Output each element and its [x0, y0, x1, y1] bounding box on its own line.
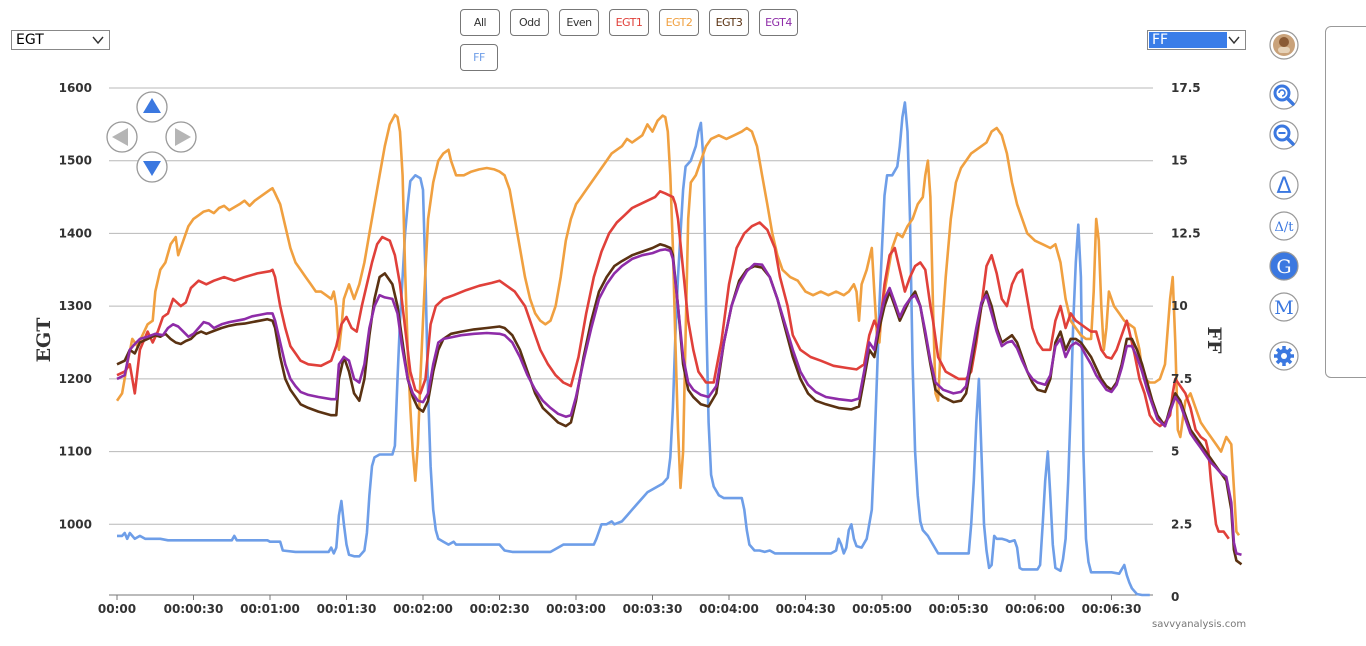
x-tick-label: 00:01:30 [317, 602, 377, 616]
y-tick-label: 1200 [59, 372, 92, 386]
x-tick-label: 00:03:30 [623, 602, 683, 616]
arrow-down-icon [143, 161, 161, 176]
y2-tick-label: 2.5 [1171, 517, 1192, 531]
y2-tick-label: 17.5 [1171, 81, 1201, 95]
y2-tick-label: 7.5 [1171, 372, 1192, 386]
y-tick-label: 1500 [59, 154, 92, 168]
watermark: savvyanalysis.com [1152, 619, 1247, 630]
zoom-fit-button[interactable] [1269, 80, 1299, 110]
x-tick-label: 00:04:00 [699, 602, 759, 616]
y2-tick-label: 5 [1171, 445, 1179, 459]
filter-button-egt1[interactable]: EGT1 [609, 9, 649, 36]
settings-icon [1274, 346, 1294, 366]
y-tick-label: 1600 [59, 81, 92, 95]
y-tick-label: 1000 [59, 517, 92, 531]
parameter-select-right[interactable]: FF [1147, 30, 1246, 50]
zoom-out-button[interactable] [1269, 120, 1299, 150]
select-highlight [1149, 32, 1227, 48]
parameter-select-left[interactable]: EGT [11, 30, 110, 50]
y2-axis-label: FF [1203, 327, 1225, 354]
x-tick-label: 00:00:30 [164, 602, 224, 616]
y-axis-left-ticks: 1000 1100 1200 1300 1400 1500 1600 [59, 81, 92, 531]
filter-button-all[interactable]: All [460, 9, 500, 36]
y-axis-right-ticks: 0 2.5 5 7.5 10 12.5 15 17.5 [1171, 81, 1201, 604]
x-tick-label: 00:02:30 [470, 602, 530, 616]
side-panel [1325, 26, 1366, 378]
series-line-egt4 [116, 248, 1242, 557]
x-tick-label: 00:03:00 [546, 602, 606, 616]
y-tick-label: 1300 [59, 299, 92, 313]
filter-button-egt2[interactable]: EGT2 [659, 9, 699, 36]
chevron-down-icon [1228, 36, 1240, 45]
y2-tick-label: 10 [1171, 299, 1188, 313]
y2-tick-label: 12.5 [1171, 226, 1201, 240]
delta-per-time-button[interactable]: Δ/t [1269, 211, 1299, 241]
g-icon: G [1276, 256, 1291, 278]
series-line-ff [117, 101, 1150, 597]
filter-button-odd[interactable]: Odd [510, 9, 549, 36]
x-axis-ticks: 00:00 00:00:30 00:01:00 00:01:30 00:02:00 00:… [98, 595, 1141, 616]
x-tick-label: 00:01:00 [240, 602, 300, 616]
zoom-out-icon [1273, 124, 1295, 146]
filter-button-egt4[interactable]: EGT4 [759, 9, 798, 36]
x-tick-label: 00:04:30 [776, 602, 836, 616]
pan-down-button[interactable] [136, 151, 168, 183]
m-button[interactable]: M [1269, 292, 1299, 322]
x-tick-label: 00:06:30 [1082, 602, 1142, 616]
profile-body-shape [1278, 47, 1290, 53]
settings-button[interactable] [1269, 341, 1299, 371]
filter-button-egt3[interactable]: EGT3 [709, 9, 749, 36]
y-tick-label: 1400 [59, 226, 92, 240]
profile-head-shape [1279, 37, 1289, 47]
arrow-up-icon [143, 98, 161, 113]
chart-series [115, 101, 1243, 597]
x-tick-label: 00:05:00 [852, 602, 912, 616]
pan-left-button[interactable] [106, 121, 138, 153]
pan-up-button[interactable] [136, 91, 168, 123]
y2-tick-label: 0 [1171, 590, 1179, 604]
y-axis-label: EGT [33, 318, 55, 363]
parameter-select-right-value: FF [1152, 32, 1169, 48]
delta-per-time-icon: Δ/t [1275, 220, 1295, 235]
series-line-egt1 [116, 190, 1230, 540]
y-tick-label: 1100 [59, 445, 92, 459]
profile-button[interactable] [1269, 30, 1299, 60]
delta-icon: Δ [1276, 174, 1291, 199]
x-tick-label: 00:05:30 [929, 602, 989, 616]
arrow-left-icon [112, 128, 128, 146]
filter-button-ff[interactable]: FF [460, 44, 498, 71]
x-tick-label: 00:06:00 [1005, 602, 1065, 616]
filter-button-even[interactable]: Even [559, 9, 599, 36]
m-icon: M [1274, 297, 1293, 319]
y2-tick-label: 15 [1171, 154, 1188, 168]
arrow-right-icon [175, 128, 191, 146]
x-tick-label: 00:00 [98, 602, 136, 616]
g-button[interactable]: G [1269, 251, 1299, 281]
series-line-egt2 [115, 113, 1241, 536]
delta-button[interactable]: Δ [1269, 170, 1299, 200]
parameter-select-left-value: EGT [16, 32, 44, 48]
chevron-down-icon [92, 36, 104, 45]
zoom-fit-icon [1273, 84, 1295, 106]
x-tick-label: 00:02:00 [393, 602, 453, 616]
series-line-egt3 [116, 243, 1243, 566]
chart-grid [109, 87, 1153, 596]
pan-right-button[interactable] [165, 121, 197, 153]
